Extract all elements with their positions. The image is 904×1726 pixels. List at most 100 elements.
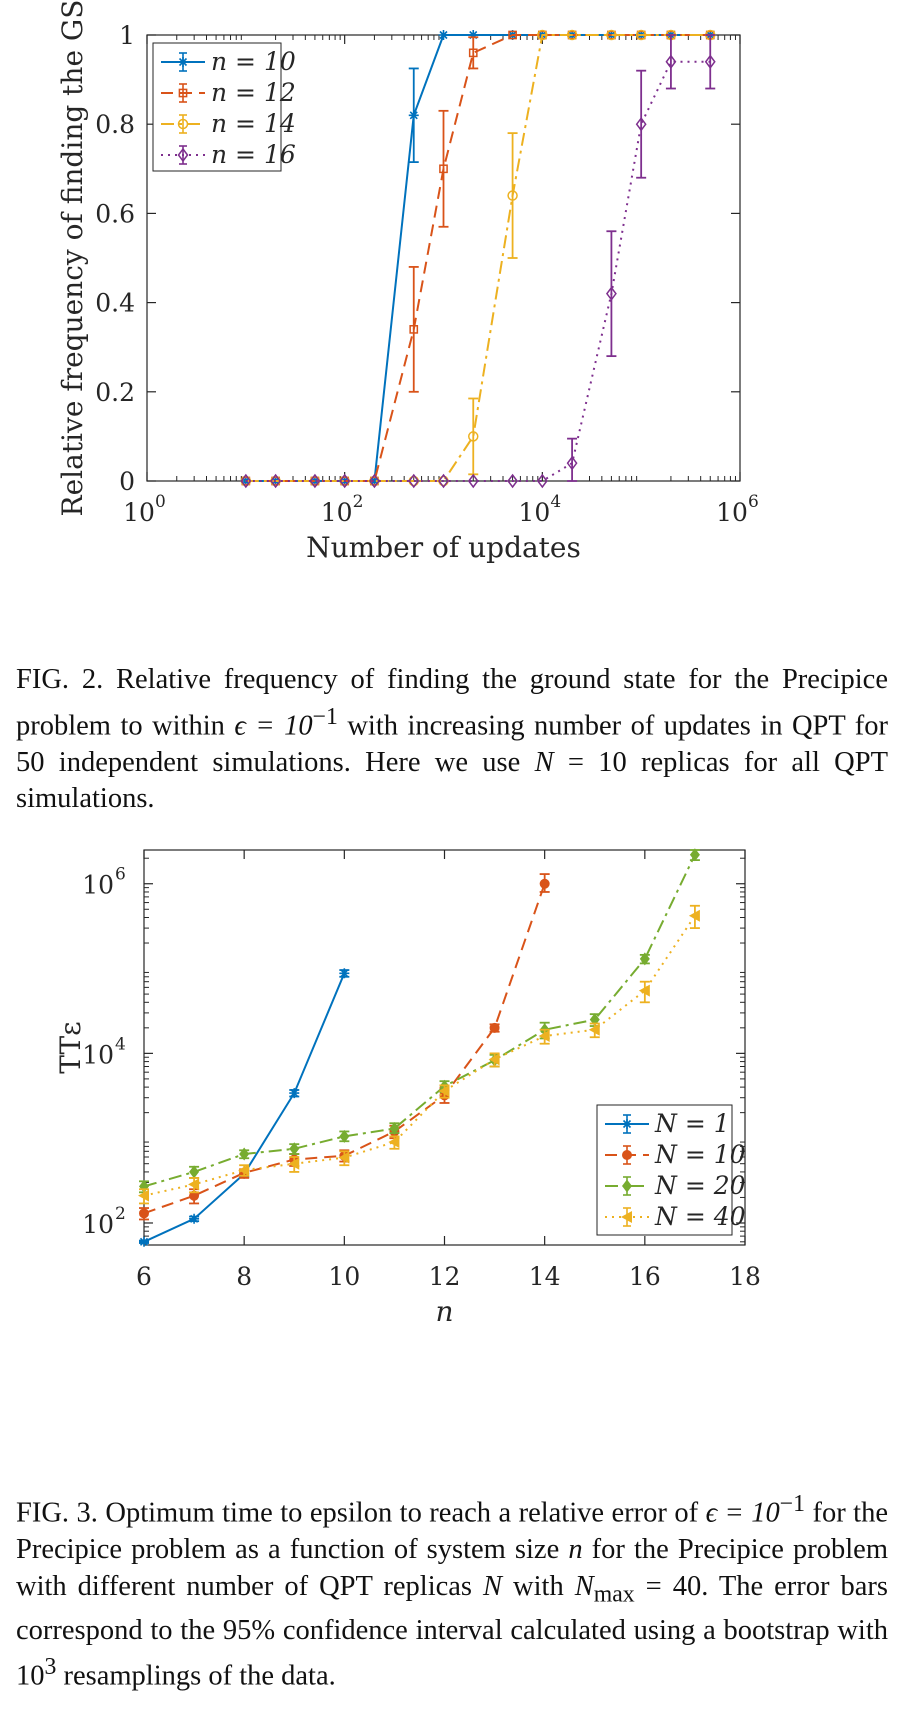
data-point	[339, 1129, 350, 1143]
data-point	[240, 476, 251, 486]
fig3-caption-nmax-sub: max	[593, 1581, 635, 1608]
fig3-caption-eps-exp: −1	[779, 1491, 805, 1517]
data-point	[239, 1147, 250, 1161]
data-point	[188, 1178, 200, 1191]
data-point	[566, 29, 578, 41]
fig3-caption-text-e: = 40. The error bars correspond to the 9…	[16, 1570, 888, 1692]
legend-marker	[178, 88, 188, 98]
series-4	[138, 904, 700, 1205]
x-tick-label: 14	[529, 1262, 561, 1291]
fig2-caption-text-c: = 10 replicas for all QPT simulations.	[16, 746, 888, 815]
y-tick-label: 0.6	[95, 199, 135, 228]
y-tick-label: 1	[119, 21, 135, 50]
x-tick-exponent: 0	[155, 492, 166, 512]
series-2	[241, 30, 715, 486]
x-tick-exponent: 6	[748, 492, 759, 512]
data-point	[468, 48, 478, 58]
data-point	[309, 476, 320, 486]
data-point	[507, 190, 518, 201]
data-point	[536, 473, 548, 489]
series-1	[240, 30, 716, 486]
x-tick-label: 10	[518, 498, 550, 527]
fig3-caption-text-a: Optimum time to epsilon to reach a relat…	[97, 1497, 706, 1529]
data-point	[139, 1208, 149, 1219]
series-1	[139, 968, 350, 1247]
legend-entry: n = 10	[211, 47, 296, 76]
data-point	[468, 30, 479, 40]
data-point	[240, 473, 252, 489]
data-point	[339, 473, 351, 489]
x-tick-label: 10	[123, 498, 155, 527]
x-tick-label: 12	[429, 1262, 461, 1291]
legend-entry: n = 14	[211, 109, 296, 138]
figure-3-caption: FIG. 3. Optimum time to epsilon to reach…	[16, 1486, 888, 1695]
legend-marker	[622, 1179, 632, 1193]
x-axis-label: n	[435, 1295, 453, 1328]
x-tick-label: 8	[236, 1262, 252, 1291]
y-tick-exponent: 2	[115, 1204, 126, 1224]
data-point	[438, 30, 449, 40]
fig3-caption-nmax: N	[574, 1570, 594, 1602]
y-tick-label: 0.4	[95, 289, 135, 318]
data-point	[639, 952, 650, 966]
data-point	[566, 455, 578, 471]
data-point	[189, 1213, 200, 1224]
legend-entry: N = 10	[654, 1140, 746, 1169]
y-tick-label: 10	[82, 1040, 114, 1069]
fig3-caption-text-f: resamplings of the data.	[56, 1660, 336, 1692]
legend-marker	[177, 118, 189, 130]
data-point	[289, 1088, 300, 1099]
x-tick-label: 6	[136, 1262, 152, 1291]
data-point	[439, 164, 448, 174]
data-point	[589, 1013, 600, 1027]
data-point	[270, 473, 282, 489]
data-point	[606, 29, 617, 41]
data-point	[489, 1022, 500, 1033]
y-tick-label: 0.8	[95, 110, 135, 139]
data-point	[139, 1236, 149, 1247]
fig3-caption-text-b: for the Precipice problem as a function …	[16, 1497, 888, 1566]
fig3-caption-text-d: with	[502, 1570, 575, 1602]
series-line	[143, 854, 696, 1188]
data-point	[408, 110, 419, 121]
x-tick-label: 10	[716, 498, 748, 527]
data-point	[538, 1030, 550, 1043]
data-point	[438, 1084, 450, 1097]
fig3-caption-var-N: N	[483, 1570, 503, 1602]
legend-marker	[178, 57, 188, 67]
data-point	[339, 968, 350, 979]
legend: n = 10n = 12n = 14n = 16	[152, 42, 296, 172]
series-line	[143, 972, 346, 1243]
y-tick-label: 0	[119, 467, 135, 496]
y-tick-exponent: 6	[115, 865, 126, 885]
data-point	[635, 29, 647, 41]
series-3	[240, 29, 716, 487]
legend-marker	[621, 1211, 632, 1223]
data-point	[689, 848, 700, 862]
figure-2-caption: FIG. 2. Relative frequency of finding th…	[16, 662, 888, 818]
data-point	[507, 473, 519, 489]
data-point	[388, 1136, 400, 1149]
legend-marker	[177, 147, 189, 163]
fig3-caption-boot-exp: 3	[44, 1654, 57, 1681]
legend: N = 1N = 10N = 20N = 40	[596, 1104, 746, 1236]
legend-entry: n = 12	[211, 78, 296, 107]
data-point	[368, 473, 380, 489]
series-line	[245, 60, 711, 482]
data-point	[605, 286, 617, 301]
legend-entry: N = 1	[654, 1109, 730, 1138]
data-point	[588, 1023, 600, 1036]
x-tick-label: 18	[729, 1262, 761, 1291]
data-point	[467, 473, 479, 489]
data-point	[238, 1164, 250, 1177]
data-point	[537, 29, 548, 41]
fig2-caption-text-a: Relative frequency of finding the ground…	[16, 664, 888, 741]
y-tick-exponent: 4	[115, 1034, 126, 1054]
fig3-caption-var-n: n	[568, 1534, 583, 1565]
fig3-caption-eps: ϵ = 10	[705, 1497, 780, 1529]
data-point	[665, 54, 677, 70]
fig3-caption-label: FIG. 3.	[16, 1497, 98, 1529]
data-point	[409, 325, 419, 334]
